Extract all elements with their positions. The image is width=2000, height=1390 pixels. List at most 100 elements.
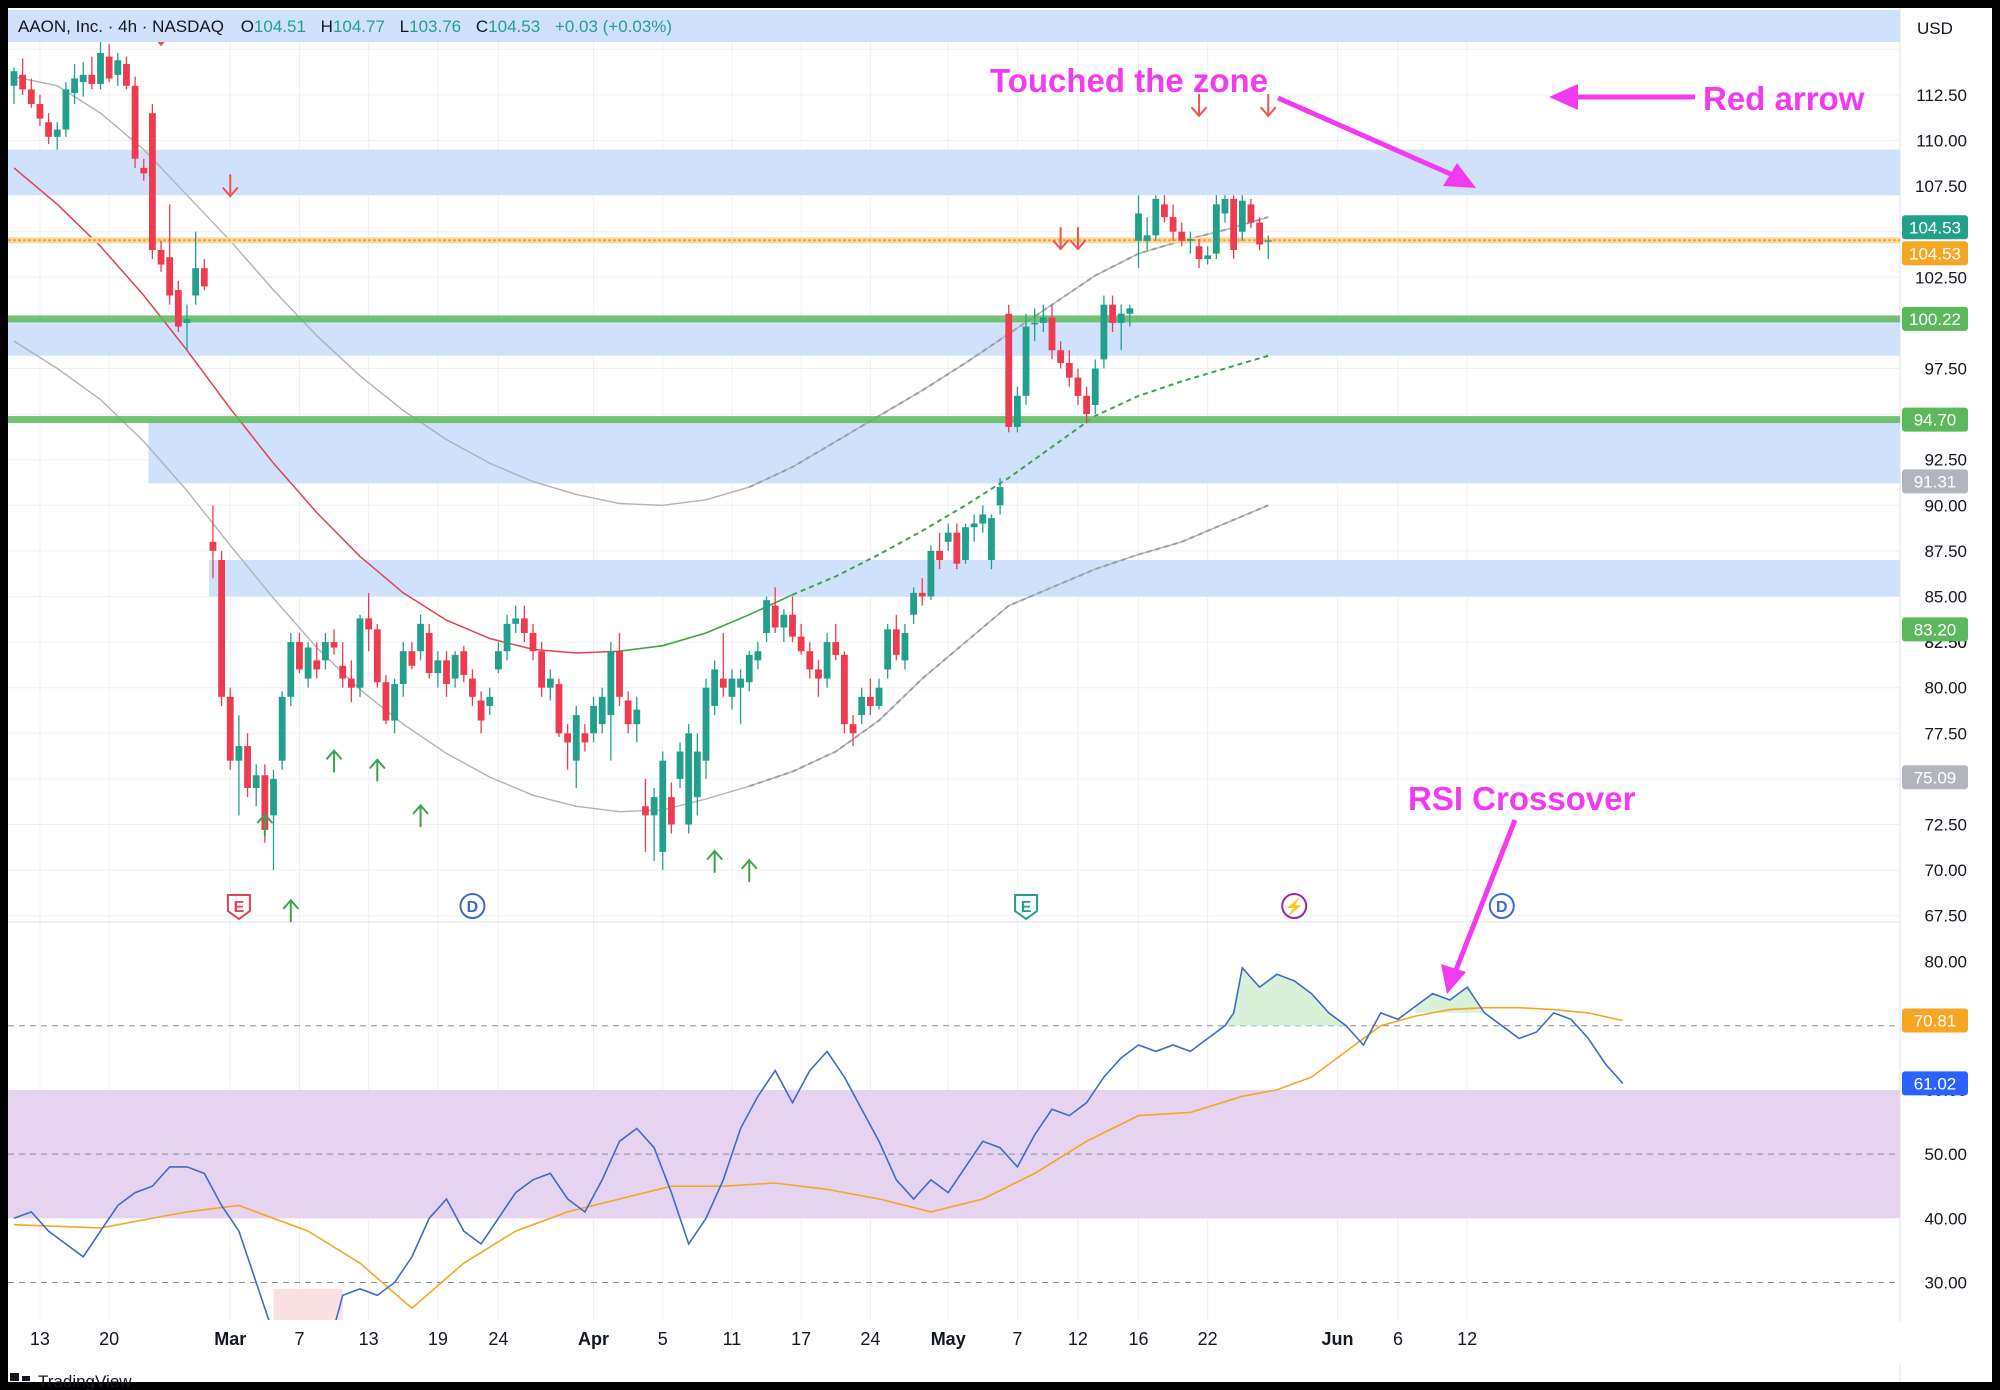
- candle-body-93[interactable]: [815, 669, 822, 679]
- candle-body-125[interactable]: [1091, 368, 1099, 405]
- candle-body-55[interactable]: [486, 696, 494, 706]
- candle-body-4[interactable]: [45, 122, 52, 137]
- price-tag-3-bg[interactable]: [1902, 407, 1968, 432]
- candle-body-143[interactable]: [1247, 204, 1255, 223]
- candle-body-120[interactable]: [1048, 317, 1056, 351]
- candle-body-100[interactable]: [875, 687, 883, 706]
- candle-body-29[interactable]: [261, 775, 269, 830]
- candle-body-128[interactable]: [1117, 313, 1125, 323]
- candle-body-42[interactable]: [373, 629, 381, 683]
- candle-body-140[interactable]: [1221, 198, 1229, 214]
- event-marker-3[interactable]: [1281, 893, 1308, 919]
- candle-body-34[interactable]: [304, 647, 312, 679]
- event-marker-0[interactable]: [226, 894, 251, 921]
- candle-body-22[interactable]: [200, 268, 208, 287]
- candle-body-40[interactable]: [356, 618, 364, 688]
- candle-body-132[interactable]: [1152, 198, 1160, 236]
- candle-body-26[interactable]: [235, 746, 243, 761]
- candle-body-112[interactable]: [979, 514, 987, 524]
- candle-body-37[interactable]: [330, 642, 338, 648]
- candle-body-21[interactable]: [192, 268, 200, 296]
- candle-body-3[interactable]: [36, 104, 44, 119]
- candle-body-62[interactable]: [546, 678, 554, 688]
- candle-body-87[interactable]: [763, 600, 770, 633]
- candle-body-135[interactable]: [1178, 231, 1186, 241]
- candle-body-65[interactable]: [572, 715, 580, 761]
- candle-body-89[interactable]: [780, 614, 788, 628]
- candle-body-81[interactable]: [711, 669, 719, 706]
- candle-body-129[interactable]: [1126, 308, 1134, 314]
- candle-body-18[interactable]: [166, 257, 174, 296]
- candle-body-101[interactable]: [884, 629, 892, 670]
- candle-body-45[interactable]: [399, 651, 407, 685]
- candle-body-69[interactable]: [607, 651, 615, 716]
- candle-body-78[interactable]: [685, 733, 693, 825]
- candle-body-136[interactable]: [1187, 238, 1194, 241]
- candle-body-118[interactable]: [1031, 322, 1039, 325]
- candle-body-28[interactable]: [252, 775, 260, 789]
- candle-body-1[interactable]: [19, 74, 27, 90]
- candle-body-49[interactable]: [434, 660, 442, 674]
- candle-body-66[interactable]: [581, 733, 589, 743]
- candle-body-88[interactable]: [771, 605, 779, 628]
- candle-body-25[interactable]: [226, 696, 234, 761]
- candle-body-2[interactable]: [27, 89, 35, 105]
- candle-body-19[interactable]: [174, 290, 182, 327]
- candle-body-30[interactable]: [270, 778, 277, 816]
- candle-body-107[interactable]: [936, 550, 943, 561]
- candle-body-134[interactable]: [1169, 217, 1177, 232]
- candle-body-32[interactable]: [287, 642, 295, 697]
- candle-body-92[interactable]: [806, 651, 814, 670]
- candle-body-16[interactable]: [149, 113, 156, 250]
- candle-body-95[interactable]: [832, 642, 840, 655]
- price-tag-5-bg[interactable]: [1902, 617, 1968, 642]
- candle-body-17[interactable]: [157, 249, 165, 265]
- candle-body-53[interactable]: [469, 678, 476, 697]
- candle-body-97[interactable]: [849, 724, 857, 734]
- candle-body-115[interactable]: [1005, 313, 1013, 427]
- event-marker-4[interactable]: [1488, 893, 1515, 919]
- candle-body-90[interactable]: [789, 614, 796, 637]
- price-tag-2-bg[interactable]: [1902, 306, 1968, 331]
- candle-body-63[interactable]: [555, 684, 563, 734]
- candle-body-142[interactable]: [1238, 200, 1246, 232]
- candle-body-139[interactable]: [1212, 204, 1220, 254]
- candle-body-12[interactable]: [114, 60, 122, 75]
- candle-body-70[interactable]: [616, 651, 623, 697]
- candle-body-77[interactable]: [676, 751, 684, 779]
- candle-body-0[interactable]: [10, 71, 18, 86]
- candle-body-33[interactable]: [296, 642, 303, 670]
- candle-body-54[interactable]: [477, 700, 485, 721]
- candle-body-6[interactable]: [62, 89, 70, 130]
- candle-body-85[interactable]: [745, 654, 753, 683]
- candle-body-80[interactable]: [702, 687, 710, 761]
- candle-body-13[interactable]: [123, 63, 130, 86]
- candle-body-91[interactable]: [797, 636, 805, 652]
- price-tag-6-bg[interactable]: [1902, 765, 1968, 790]
- candle-body-5[interactable]: [53, 129, 61, 137]
- price-tag-4-bg[interactable]: [1902, 469, 1968, 494]
- candle-body-74[interactable]: [650, 797, 658, 816]
- candle-body-39[interactable]: [347, 678, 355, 688]
- candle-body-121[interactable]: [1057, 350, 1065, 364]
- candle-body-103[interactable]: [901, 632, 909, 661]
- price-tag-1-bg[interactable]: [1902, 241, 1968, 266]
- candle-body-35[interactable]: [313, 660, 321, 670]
- candle-body-14[interactable]: [131, 85, 139, 159]
- candle-body-23[interactable]: [209, 541, 217, 551]
- rsi-tag-0-bg[interactable]: [1902, 1008, 1968, 1033]
- candle-body-131[interactable]: [1143, 235, 1151, 241]
- candle-body-15[interactable]: [140, 167, 148, 174]
- rsi-tag-1-bg[interactable]: [1902, 1071, 1968, 1096]
- candle-body-145[interactable]: [1264, 240, 1272, 242]
- candle-body-36[interactable]: [322, 642, 329, 661]
- candle-body-96[interactable]: [841, 654, 848, 725]
- candle-body-59[interactable]: [520, 618, 528, 633]
- candle-body-67[interactable]: [590, 705, 597, 734]
- candle-body-109[interactable]: [953, 532, 961, 564]
- candle-body-9[interactable]: [88, 74, 96, 84]
- candle-body-51[interactable]: [451, 654, 459, 679]
- candle-body-64[interactable]: [564, 733, 571, 743]
- candle-body-126[interactable]: [1100, 304, 1108, 360]
- candle-body-82[interactable]: [719, 678, 727, 688]
